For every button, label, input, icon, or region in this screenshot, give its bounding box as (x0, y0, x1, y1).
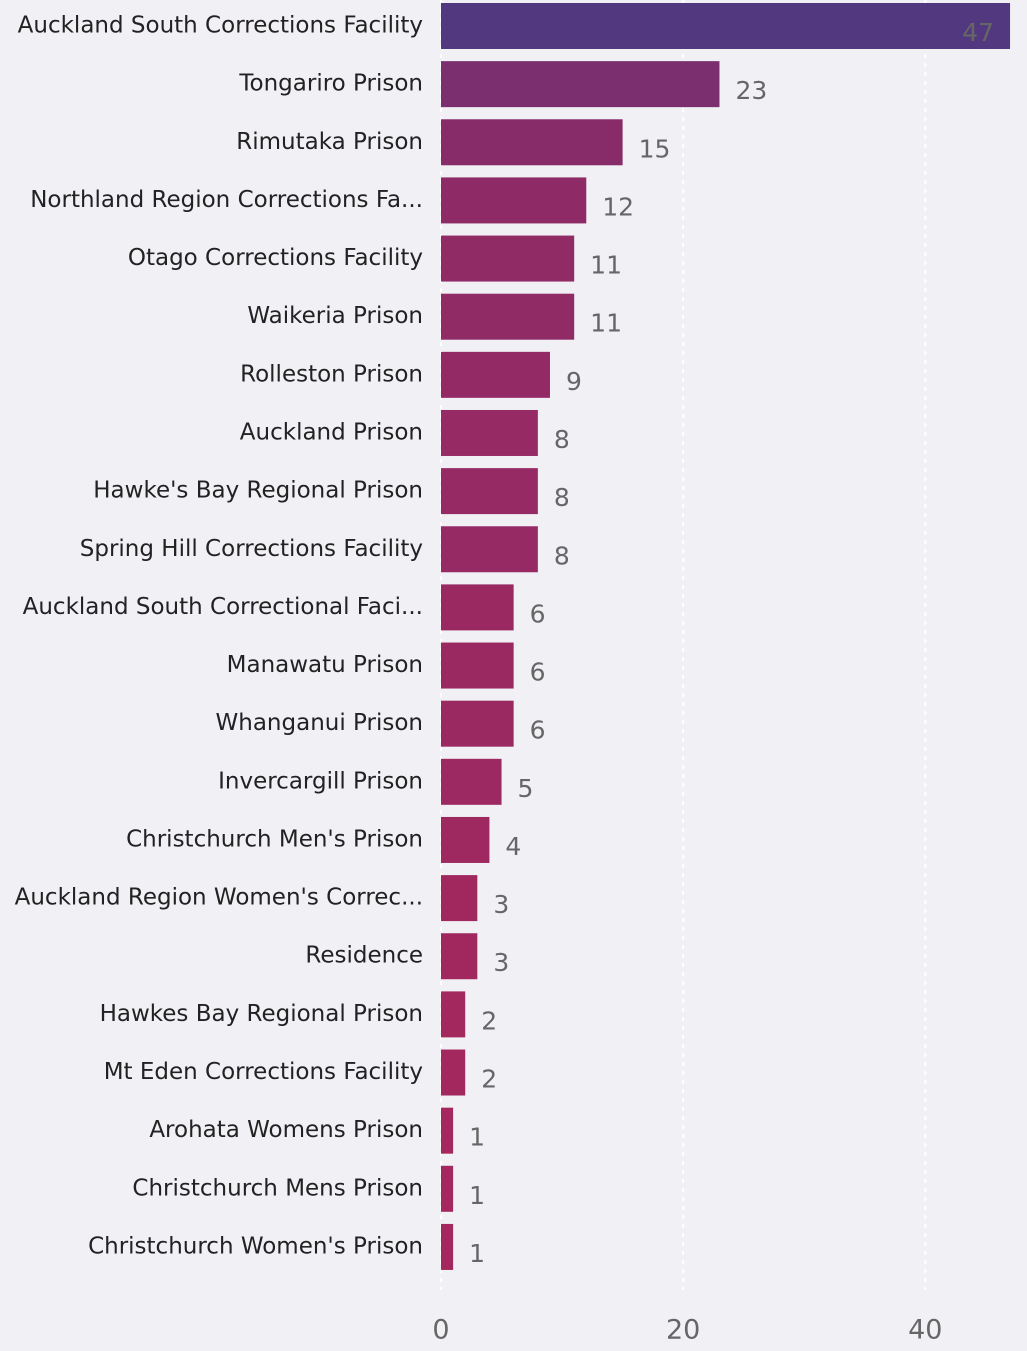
y-tick-label: Christchurch Men's Prison (126, 826, 423, 852)
y-tick-label: Rimutaka Prison (236, 129, 423, 155)
bar (441, 1107, 454, 1154)
y-tick-label: Rolleston Prison (240, 361, 423, 387)
y-tick-label: Christchurch Mens Prison (132, 1175, 423, 1201)
y-tick-label: Mt Eden Corrections Facility (104, 1059, 423, 1085)
bar (441, 1165, 454, 1212)
value-label: 6 (530, 599, 546, 628)
value-label: 9 (566, 367, 582, 396)
y-tick-label: Auckland South Corrections Facility (18, 13, 423, 39)
x-tick-label: 40 (908, 1315, 942, 1346)
bar (441, 119, 623, 166)
y-tick-label: Invercargill Prison (218, 768, 423, 794)
value-label: 11 (590, 309, 622, 338)
y-tick-label: Spring Hill Corrections Facility (80, 536, 423, 562)
bar (441, 526, 538, 573)
value-label: 47 (962, 18, 994, 47)
bar (441, 933, 478, 980)
bar (441, 235, 575, 282)
value-label: 6 (530, 716, 546, 745)
y-tick-label: Manawatu Prison (227, 652, 423, 678)
x-tick-label: 0 (432, 1315, 449, 1346)
value-label: 2 (481, 1006, 497, 1035)
bar (441, 468, 538, 515)
y-tick-label: Christchurch Women's Prison (88, 1233, 423, 1259)
value-label: 23 (735, 76, 767, 105)
value-label: 1 (469, 1239, 485, 1268)
value-label: 1 (469, 1181, 485, 1210)
bar (441, 991, 466, 1038)
bar (441, 3, 1011, 49)
bar (441, 351, 550, 398)
value-label: 5 (518, 774, 534, 803)
value-label: 15 (639, 134, 671, 163)
y-tick-label: Residence (305, 943, 423, 969)
value-label: 4 (505, 832, 521, 861)
bar (441, 700, 514, 747)
y-tick-label: Whanganui Prison (216, 710, 423, 736)
bar (441, 758, 502, 805)
value-label: 8 (554, 541, 570, 570)
bar (441, 642, 514, 689)
y-tick-label: Auckland Prison (240, 419, 423, 445)
x-tick-label: 20 (666, 1315, 700, 1346)
value-label: 3 (493, 948, 509, 977)
y-tick-label: Arohata Womens Prison (149, 1117, 423, 1143)
bar (441, 816, 490, 863)
y-tick-label: Otago Corrections Facility (128, 245, 423, 271)
y-tick-label: Waikeria Prison (247, 303, 423, 329)
y-tick-label: Hawke's Bay Regional Prison (93, 478, 423, 504)
bar (441, 1223, 454, 1270)
value-label: 1 (469, 1123, 485, 1152)
value-label: 8 (554, 425, 570, 454)
bar (441, 584, 514, 631)
y-tick-label: Tongariro Prison (238, 71, 423, 97)
value-label: 2 (481, 1065, 497, 1094)
value-label: 11 (590, 251, 622, 280)
bar (441, 293, 575, 340)
bar (441, 875, 478, 922)
y-tick-label: Auckland South Correctional Faci... (23, 594, 423, 620)
value-label: 12 (602, 192, 634, 221)
value-label: 6 (530, 658, 546, 687)
y-tick-label: Northland Region Corrections Fa... (30, 187, 423, 213)
value-label: 3 (493, 890, 509, 919)
bar (441, 409, 538, 456)
y-tick-label: Auckland Region Women's Correc... (15, 885, 423, 911)
value-label: 8 (554, 483, 570, 512)
bar (441, 1049, 466, 1096)
bar (441, 177, 587, 224)
y-tick-label: Hawkes Bay Regional Prison (100, 1001, 423, 1027)
bar (441, 61, 720, 108)
